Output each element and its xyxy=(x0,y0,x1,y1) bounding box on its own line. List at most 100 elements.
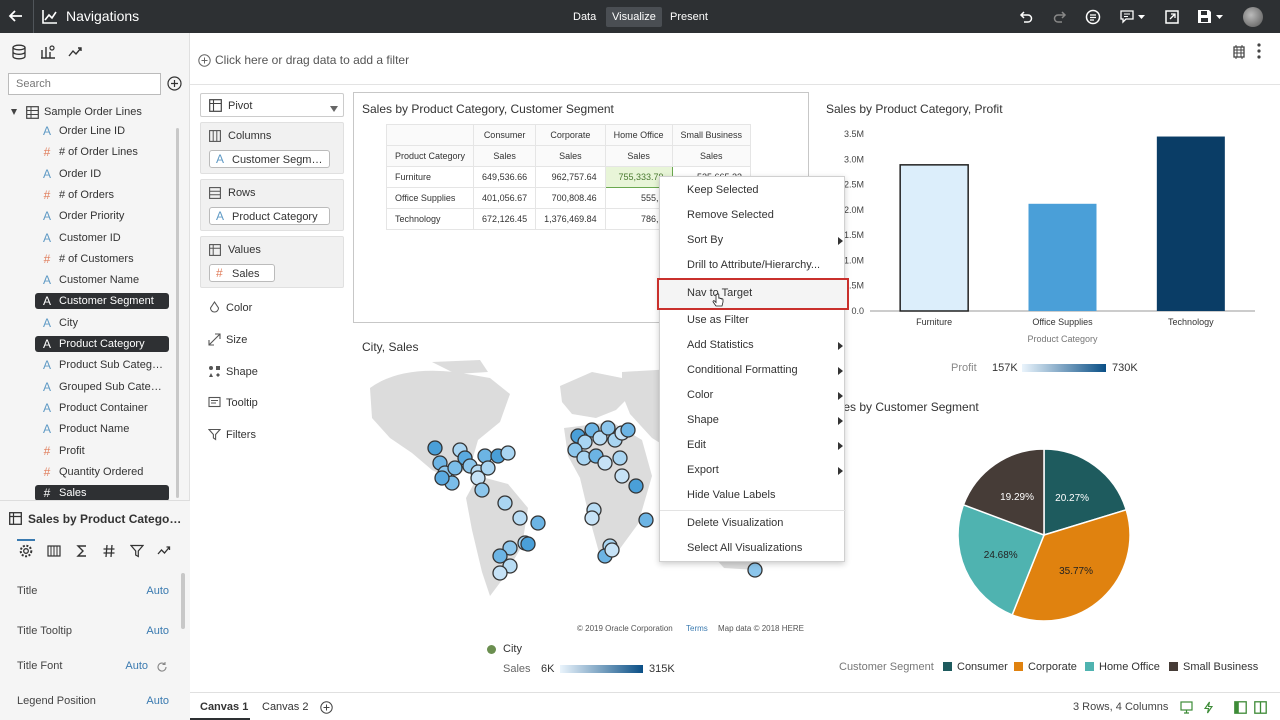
menu-item-color[interactable]: Color xyxy=(660,384,846,406)
map-point[interactable] xyxy=(474,482,490,498)
map-point[interactable] xyxy=(604,542,620,558)
collapse-caret-icon[interactable] xyxy=(10,107,18,115)
map-point[interactable] xyxy=(492,565,508,581)
property-value[interactable]: Auto xyxy=(125,660,148,672)
menu-item-shape[interactable]: Shape xyxy=(660,409,846,431)
layout-split-icon[interactable] xyxy=(1254,701,1267,714)
pivot-table[interactable]: Consumer Corporate Home Office Small Bus… xyxy=(385,124,752,230)
filter-settings-icon[interactable] xyxy=(1231,44,1247,60)
menu-item-drill-to-attribute-hierarchy[interactable]: Drill to Attribute/Hierarchy... xyxy=(660,254,846,276)
redo-icon[interactable] xyxy=(1052,9,1068,25)
map-point[interactable] xyxy=(520,536,536,552)
row-label[interactable]: Office Supplies xyxy=(385,187,475,209)
property-value[interactable]: Auto xyxy=(146,695,169,707)
axis-settings-icon[interactable] xyxy=(47,544,61,558)
table-row[interactable]: Furniture 649,536.66 962,757.64 755,333.… xyxy=(385,166,752,188)
rows-pill[interactable]: A Product Category xyxy=(209,207,330,225)
map-point[interactable] xyxy=(512,510,528,526)
data-element-item[interactable]: A Customer Segment xyxy=(35,293,169,310)
add-filter-icon[interactable] xyxy=(198,54,211,67)
bar-office-supplies[interactable] xyxy=(1028,203,1097,311)
search-input[interactable] xyxy=(8,73,161,95)
menu-item-export[interactable]: Export xyxy=(660,459,846,481)
pie-slice-small-business[interactable] xyxy=(962,448,1045,537)
pivot-cell[interactable]: 649,536.66 xyxy=(473,166,537,188)
property-value[interactable]: Auto xyxy=(146,585,169,597)
data-element-item[interactable]: A Order Line ID xyxy=(35,123,169,139)
columns-pill[interactable]: A Customer Segment xyxy=(209,150,330,168)
values-pill[interactable]: # Sales xyxy=(209,264,275,282)
back-arrow-icon[interactable] xyxy=(8,8,24,24)
map-point[interactable] xyxy=(502,540,518,556)
map-point[interactable] xyxy=(628,478,644,494)
map-point[interactable] xyxy=(614,468,630,484)
map-point[interactable] xyxy=(592,430,608,446)
menu-item-nav-to-target[interactable]: Nav to Target xyxy=(657,278,849,310)
data-element-item[interactable]: # # of Customers xyxy=(35,251,169,267)
menu-item-remove-selected[interactable]: Remove Selected xyxy=(660,204,846,226)
map-point[interactable] xyxy=(612,450,628,466)
data-element-item[interactable]: A Customer Name xyxy=(35,272,169,288)
tab-canvas-1[interactable]: Canvas 1 xyxy=(200,701,249,713)
add-data-source-icon[interactable] xyxy=(167,76,182,91)
more-options-icon[interactable] xyxy=(1256,42,1262,60)
column-header-small-business[interactable]: Small Business xyxy=(671,124,752,146)
property-row[interactable]: Title Tooltip Auto xyxy=(17,625,169,639)
map-point[interactable] xyxy=(638,512,654,528)
data-panel-scrollbar[interactable] xyxy=(176,128,179,498)
map-point[interactable] xyxy=(577,434,593,450)
data-element-item[interactable]: A Grouped Sub Category xyxy=(35,379,169,395)
pivot-cell[interactable]: 1,376,469.84 xyxy=(535,208,606,230)
menu-item-conditional-formatting[interactable]: Conditional Formatting xyxy=(660,359,846,381)
tab-visualize[interactable]: Visualize xyxy=(606,7,662,27)
menu-item-use-as-filter[interactable]: Use as Filter xyxy=(660,309,846,331)
property-row[interactable]: Title Font Auto xyxy=(17,660,148,674)
map-point[interactable] xyxy=(600,420,616,436)
viz-type-select[interactable]: Pivot xyxy=(200,93,344,117)
bar-chart[interactable]: 0.0 0.5M 1.0M 1.5M 2.0M 2.5M 3.0M 3.5M Furniture… xyxy=(820,118,1260,353)
properties-scrollbar[interactable] xyxy=(181,573,185,629)
pie-slice-corporate[interactable] xyxy=(1011,508,1131,622)
sum-icon[interactable] xyxy=(75,544,89,558)
menu-item-add-statistics[interactable]: Add Statistics xyxy=(660,334,846,356)
bar-technology[interactable] xyxy=(1156,136,1225,311)
data-element-item[interactable]: A Customer ID xyxy=(35,230,169,246)
column-header-consumer[interactable]: Consumer xyxy=(473,124,537,146)
tab-canvas-2[interactable]: Canvas 2 xyxy=(262,701,309,713)
map-point[interactable] xyxy=(597,455,613,471)
table-row[interactable]: Technology 672,126.45 1,376,469.84 786,5 xyxy=(385,208,752,230)
number-format-icon[interactable] xyxy=(102,544,116,558)
visualizations-icon[interactable] xyxy=(40,44,56,60)
context-menu[interactable]: Keep Selected Remove Selected Sort By Drill… xyxy=(657,176,849,562)
map-point[interactable] xyxy=(434,470,450,486)
pie-slice-consumer[interactable] xyxy=(1043,448,1128,537)
tab-present[interactable]: Present xyxy=(670,11,708,23)
menu-item-keep-selected[interactable]: Keep Selected xyxy=(660,179,846,201)
data-element-item[interactable]: # # of Orders xyxy=(35,187,169,203)
row-header-title[interactable]: Product Category xyxy=(385,145,475,167)
map-point[interactable] xyxy=(427,440,443,456)
menu-item-hide-value-labels[interactable]: Hide Value Labels xyxy=(660,484,846,506)
menu-item-edit[interactable]: Edit xyxy=(660,434,846,456)
values-section[interactable]: Values # Sales xyxy=(200,236,344,288)
undo-icon[interactable] xyxy=(1018,9,1034,25)
menu-item-sort-by[interactable]: Sort By xyxy=(660,229,846,251)
pivot-cell[interactable]: 962,757.64 xyxy=(535,166,606,188)
data-element-item[interactable]: # Quantity Ordered xyxy=(35,464,169,480)
data-element-item[interactable]: A Product Name xyxy=(35,421,169,437)
narrate-icon[interactable] xyxy=(1085,9,1101,25)
filter-prompt[interactable]: Click here or drag data to add a filter xyxy=(215,53,410,67)
pivot-cell[interactable]: 401,056.67 xyxy=(473,187,537,209)
map-point[interactable] xyxy=(500,445,516,461)
data-element-item[interactable]: A City xyxy=(35,315,169,331)
table-row[interactable]: Office Supplies 401,056.67 700,808.46 55… xyxy=(385,187,752,209)
tab-data[interactable]: Data xyxy=(573,11,597,23)
filter-icon[interactable] xyxy=(129,544,145,558)
map-point[interactable] xyxy=(584,510,600,526)
data-element-item[interactable]: A Order ID xyxy=(35,166,169,182)
row-label[interactable]: Furniture xyxy=(385,166,475,188)
menu-item-select-all-visualizations[interactable]: Select All Visualizations xyxy=(660,537,846,559)
map-point[interactable] xyxy=(492,548,508,564)
pivot-cell[interactable]: 672,126.45 xyxy=(473,208,537,230)
data-element-item[interactable]: # Profit xyxy=(35,443,169,459)
